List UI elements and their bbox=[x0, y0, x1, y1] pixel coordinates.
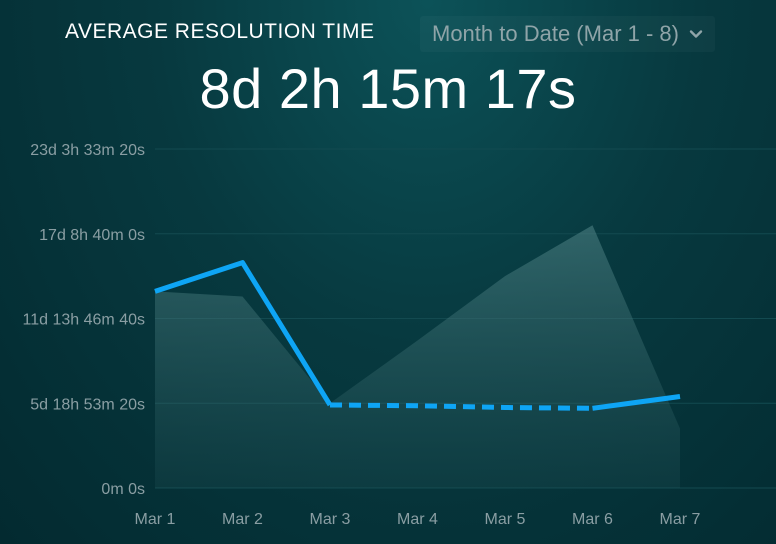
y-tick-label: 0m 0s bbox=[101, 481, 145, 498]
series-line bbox=[592, 393, 681, 411]
widget-header: AVERAGE RESOLUTION TIME Month to Date (M… bbox=[0, 0, 776, 130]
x-tick-label: Mar 4 bbox=[397, 511, 438, 528]
comparison-area bbox=[155, 225, 680, 488]
x-tick-label: Mar 1 bbox=[135, 511, 176, 528]
x-tick-label: Mar 7 bbox=[660, 511, 701, 528]
widget-title: AVERAGE RESOLUTION TIME bbox=[65, 20, 375, 43]
x-tick-label: Mar 5 bbox=[485, 511, 526, 528]
x-tick-label: Mar 2 bbox=[222, 511, 263, 528]
comparison-area-layer bbox=[155, 225, 680, 488]
y-axis-ticks: 0m 0s 5d 18h 53m 20s 11d 13h 46m 40s 17d 8h… bbox=[23, 142, 145, 498]
series-line-layer bbox=[154, 260, 681, 411]
chevron-down-icon bbox=[689, 30, 703, 38]
y-tick-label: 17d 8h 40m 0s bbox=[39, 227, 145, 244]
x-tick-label: Mar 6 bbox=[572, 511, 613, 528]
date-range-select[interactable]: Month to Date (Mar 1 - 8) bbox=[420, 16, 715, 52]
y-tick-label: 11d 13h 46m 40s bbox=[23, 312, 145, 329]
x-axis-ticks: Mar 1 Mar 2 Mar 3 Mar 4 Mar 5 Mar 6 Mar 7 bbox=[135, 511, 701, 528]
date-range-label: Month to Date (Mar 1 - 8) bbox=[432, 21, 679, 46]
metric-value: 8d 2h 15m 17s bbox=[199, 57, 577, 120]
y-tick-label: 5d 18h 53m 20s bbox=[30, 396, 145, 413]
y-tick-label: 23d 3h 33m 20s bbox=[30, 142, 145, 159]
series-line-dashed bbox=[329, 402, 593, 411]
x-tick-label: Mar 3 bbox=[310, 511, 351, 528]
series-line bbox=[154, 260, 333, 407]
